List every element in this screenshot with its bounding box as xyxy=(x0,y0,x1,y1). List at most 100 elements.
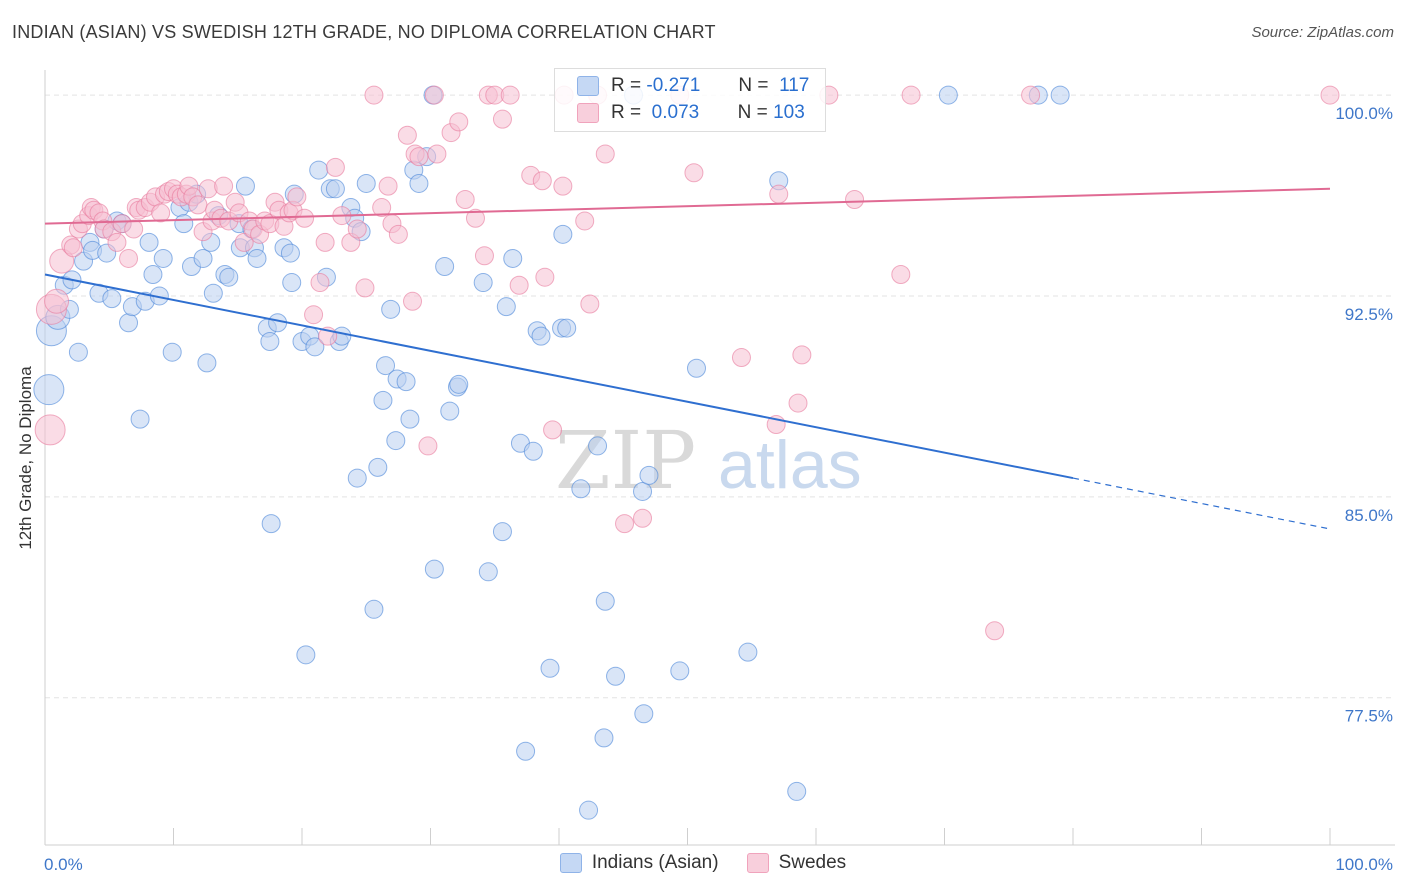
data-point xyxy=(509,275,529,295)
data-point xyxy=(130,409,150,429)
data-point xyxy=(198,179,218,199)
data-point xyxy=(63,238,83,258)
data-point xyxy=(424,85,444,105)
data-point xyxy=(440,401,460,421)
data-point xyxy=(891,265,911,285)
stats-legend: R = -0.271 N = 117 R = 0.073 N = 103 xyxy=(554,68,826,132)
data-point xyxy=(139,232,159,252)
series-legend: Indians (Asian) Swedes xyxy=(0,852,1406,874)
data-point xyxy=(449,112,469,132)
legend-swatch-swedes xyxy=(577,103,599,123)
data-point xyxy=(492,109,512,129)
data-point xyxy=(247,248,267,268)
y-tick-label: 92.5% xyxy=(1345,305,1393,324)
data-point xyxy=(557,318,577,338)
legend-n-value-indians: 117 xyxy=(779,75,810,96)
data-point xyxy=(1320,85,1340,105)
data-point xyxy=(400,409,420,429)
data-point xyxy=(124,219,144,239)
data-point xyxy=(261,514,281,534)
data-point xyxy=(594,728,614,748)
data-point xyxy=(792,345,812,365)
data-point xyxy=(788,393,808,413)
data-point xyxy=(633,508,653,528)
data-point xyxy=(670,661,690,681)
y-tick-label: 77.5% xyxy=(1345,707,1393,726)
data-point xyxy=(153,248,173,268)
data-point xyxy=(435,256,455,276)
data-point xyxy=(347,468,367,488)
data-point xyxy=(588,436,608,456)
data-point xyxy=(639,465,659,485)
data-point xyxy=(449,374,469,394)
data-point xyxy=(325,179,345,199)
data-point xyxy=(107,232,127,252)
data-point xyxy=(571,479,591,499)
data-point xyxy=(304,305,324,325)
trendline-swedes xyxy=(44,187,1331,225)
data-point xyxy=(188,195,208,215)
data-point xyxy=(310,273,330,293)
data-point xyxy=(634,704,654,724)
legend-swatch-swedes xyxy=(746,853,769,873)
data-point xyxy=(787,781,807,801)
data-point xyxy=(503,248,523,268)
data-point xyxy=(364,599,384,619)
legend-row-swedes: R = 0.073 N = 103 xyxy=(577,100,805,126)
trendline-indians xyxy=(44,273,1074,480)
data-point xyxy=(575,211,595,231)
data-point xyxy=(1050,85,1070,105)
x-tick-label: 100.0% xyxy=(1335,855,1393,874)
data-point xyxy=(368,457,388,477)
data-point xyxy=(355,278,375,298)
y-axis-label: 12th Grade, No Diploma xyxy=(16,366,35,550)
legend-item-swedes: Swedes xyxy=(746,852,847,874)
data-point xyxy=(409,147,429,167)
x-tick-label: 0.0% xyxy=(44,855,83,874)
data-point xyxy=(615,514,635,534)
data-point xyxy=(309,160,329,180)
legend-n-label: N = xyxy=(737,102,768,123)
data-point xyxy=(235,176,255,196)
data-point xyxy=(219,267,239,287)
data-point xyxy=(44,288,70,314)
legend-swatch-indians xyxy=(559,853,582,873)
data-point xyxy=(214,176,234,196)
data-point xyxy=(845,190,865,210)
data-point xyxy=(985,621,1005,641)
data-point xyxy=(606,666,626,686)
legend-row-indians: R = -0.271 N = 117 xyxy=(577,73,809,99)
data-point xyxy=(535,267,555,287)
data-point xyxy=(553,224,573,244)
data-point xyxy=(523,441,543,461)
data-point xyxy=(731,348,751,368)
data-point xyxy=(203,283,223,303)
data-point xyxy=(465,208,485,228)
data-point xyxy=(455,190,475,210)
data-point xyxy=(531,326,551,346)
data-point xyxy=(901,85,921,105)
data-point xyxy=(356,173,376,193)
data-point xyxy=(540,658,560,678)
data-point xyxy=(492,522,512,542)
data-point xyxy=(388,224,408,244)
data-point xyxy=(500,85,520,105)
data-point xyxy=(378,176,398,196)
data-point xyxy=(409,173,429,193)
legend-label-swedes: Swedes xyxy=(778,852,847,873)
data-point xyxy=(427,144,447,164)
data-point xyxy=(633,481,653,501)
data-point xyxy=(260,331,280,351)
data-point xyxy=(769,184,789,204)
data-point xyxy=(516,741,536,761)
data-point xyxy=(376,356,396,376)
data-point xyxy=(33,374,65,406)
legend-r-label: R = xyxy=(611,75,642,96)
axes xyxy=(44,70,1395,846)
legend-item-indians: Indians (Asian) xyxy=(559,852,719,874)
data-point xyxy=(496,297,516,317)
data-point xyxy=(372,198,392,218)
data-point xyxy=(295,208,315,228)
data-point xyxy=(473,273,493,293)
data-point xyxy=(364,85,384,105)
